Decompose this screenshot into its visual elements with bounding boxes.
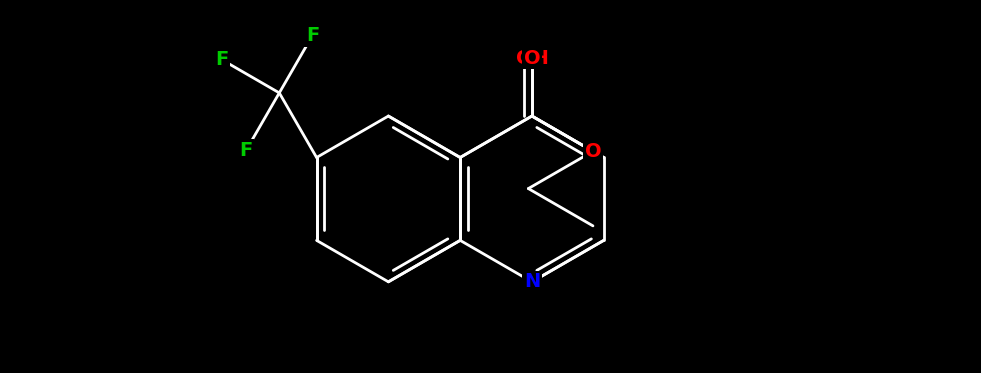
Text: OH: OH <box>515 48 548 68</box>
Text: F: F <box>215 50 229 69</box>
Text: F: F <box>239 141 253 160</box>
Text: O: O <box>524 48 541 68</box>
Text: F: F <box>306 26 319 45</box>
Text: N: N <box>524 272 541 291</box>
Text: O: O <box>585 142 601 161</box>
